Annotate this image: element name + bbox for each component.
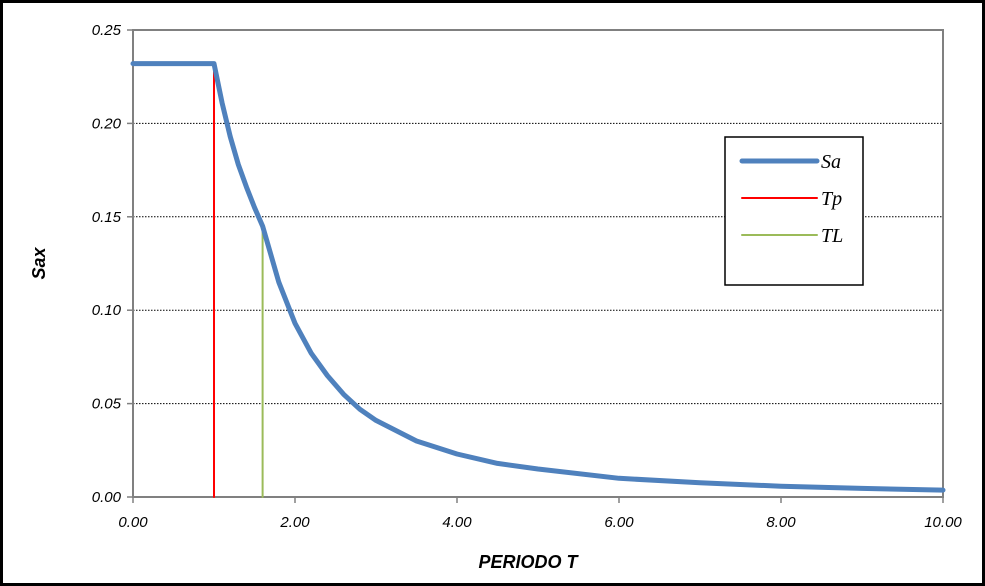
y-tick-label: 0.25 — [92, 22, 122, 39]
y-tick-label: 0.10 — [92, 302, 122, 319]
y-tick-label: 0.15 — [92, 209, 122, 226]
y-axis-ticks: 0.00 0.05 0.10 0.15 0.20 0.25 — [92, 22, 133, 506]
series-sa-line — [130, 61, 946, 493]
series-layer — [130, 61, 946, 498]
legend-label-tl: TL — [821, 225, 843, 247]
legend-label-sa: Sa — [821, 151, 841, 173]
y-tick-label: 0.20 — [92, 115, 122, 132]
x-tick-label: 4.00 — [442, 514, 472, 531]
x-tick-label: 6.00 — [604, 514, 634, 531]
legend-label-tp: Tp — [821, 188, 842, 210]
x-axis-title: PERIODO T — [478, 552, 579, 572]
x-tick-label: 8.00 — [766, 514, 796, 531]
gridlines — [133, 122, 943, 405]
y-axis-title: Sax — [29, 246, 49, 279]
x-tick-label: 2.00 — [279, 514, 310, 531]
y-tick-label: 0.05 — [92, 396, 122, 413]
legend: Sa Tp TL — [724, 136, 864, 286]
x-tick-label: 10.00 — [924, 514, 962, 531]
y-tick-label: 0.00 — [92, 489, 122, 506]
x-tick-label: 0.00 — [118, 514, 148, 531]
plot-area — [132, 29, 944, 498]
x-axis-ticks: 0.00 2.00 4.00 6.00 8.00 10.00 — [118, 497, 962, 531]
